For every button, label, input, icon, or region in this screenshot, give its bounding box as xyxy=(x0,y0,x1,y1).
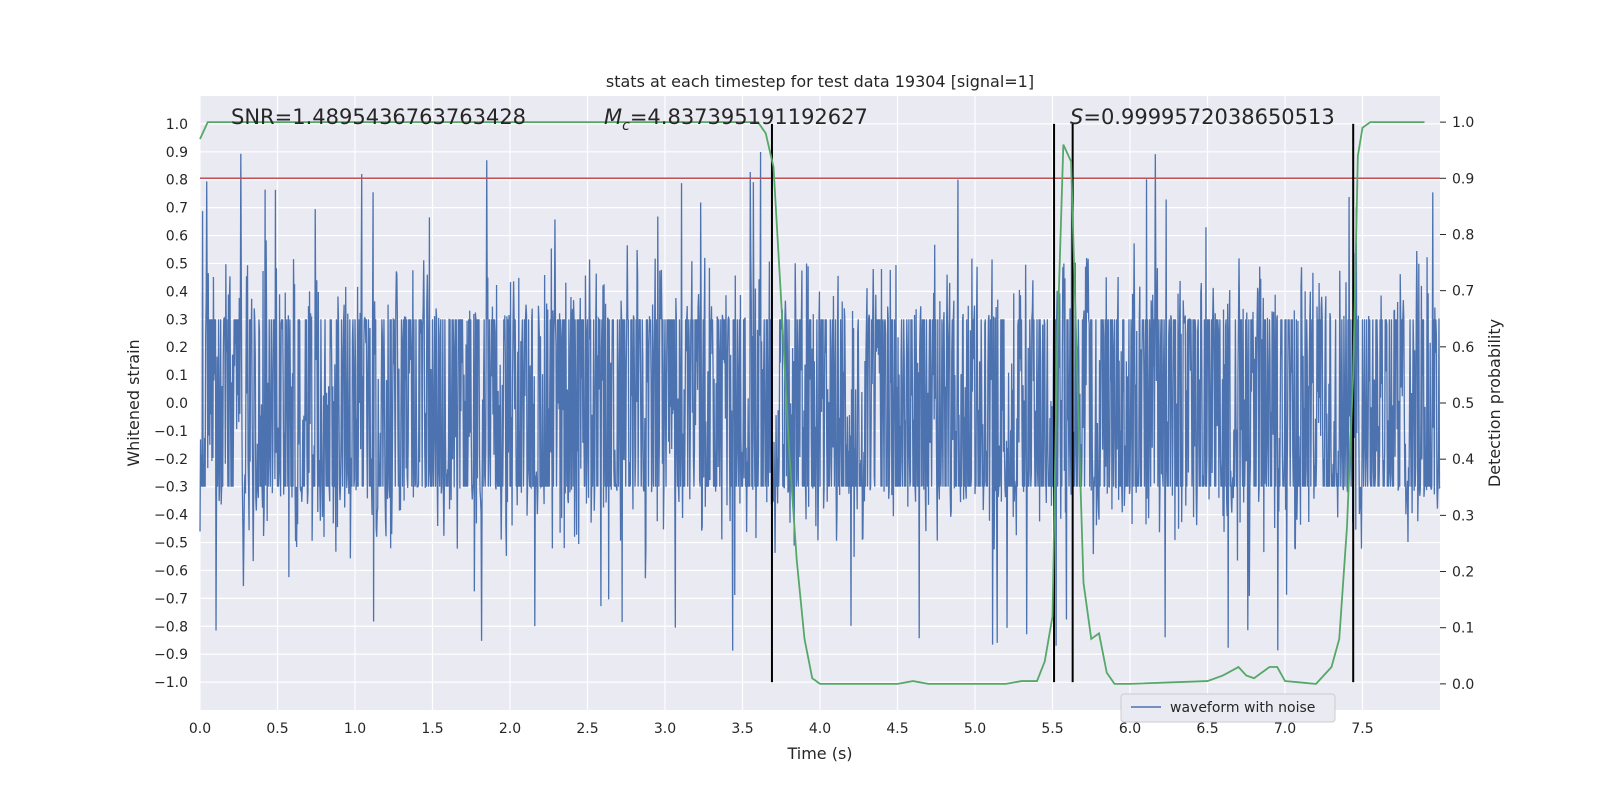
s-annotation: S=0.9999572038650513 xyxy=(1070,105,1335,129)
y-tick-label: 0.0 xyxy=(166,396,188,412)
y-tick-label: −0.4 xyxy=(154,508,188,524)
y-axis-right: 0.0 0.1 0.2 0.3 0.4 0.5 0.6 0.7 0.8 0.9 1.0 xyxy=(1440,115,1474,693)
x-tick-label: 2.5 xyxy=(576,721,598,737)
s-value: =0.9999572038650513 xyxy=(1083,105,1334,129)
x-axis: 0.0 0.5 1.0 1.5 2.0 2.5 3.0 3.5 4.0 4.5 5.0 5.5 6.0 6… xyxy=(189,721,1374,737)
x-tick-label: 0.5 xyxy=(266,721,288,737)
y-tick-label: 0.5 xyxy=(166,256,188,272)
waveform-series xyxy=(199,152,1441,651)
x-tick-label: 3.5 xyxy=(731,721,753,737)
y-tick-label: −0.3 xyxy=(154,480,188,496)
y-tick-label: −0.7 xyxy=(154,591,188,607)
x-tick-label: 5.0 xyxy=(964,721,986,737)
s-symbol: S xyxy=(1070,105,1083,129)
x-tick-label: 4.5 xyxy=(886,721,908,737)
y2-tick-label: 0.4 xyxy=(1452,452,1474,468)
legend: waveform with noise xyxy=(1120,693,1336,723)
x-tick-label: 7.0 xyxy=(1274,721,1296,737)
x-tick-label: 3.0 xyxy=(654,721,676,737)
y2-tick-label: 0.7 xyxy=(1452,284,1474,300)
x-tick-label: 7.5 xyxy=(1351,721,1373,737)
mc-subscript: c xyxy=(622,118,630,134)
x-tick-label: 5.5 xyxy=(1041,721,1063,737)
y-tick-label: −0.2 xyxy=(154,452,188,468)
x-tick-label: 6.5 xyxy=(1196,721,1218,737)
y2-axis-label: Detection probability xyxy=(1485,319,1504,487)
y-tick-label: 0.2 xyxy=(166,340,188,356)
snr-annotation: SNR=1.4895436763763428 xyxy=(231,105,526,129)
x-axis-label: Time (s) xyxy=(786,744,852,763)
y-tick-label: −1.0 xyxy=(154,675,188,691)
mc-value: =4.837395191192627 xyxy=(630,105,868,129)
x-tick-label: 6.0 xyxy=(1119,721,1141,737)
mc-symbol: M xyxy=(604,105,622,129)
y2-tick-label: 0.5 xyxy=(1452,396,1474,412)
y-tick-label: 0.4 xyxy=(166,284,188,300)
y-tick-label: 0.8 xyxy=(166,173,188,189)
y2-tick-label: 0.1 xyxy=(1452,621,1474,637)
probability-series-line xyxy=(199,121,1425,685)
y-tick-label: −0.8 xyxy=(154,619,188,635)
y2-tick-label: 0.9 xyxy=(1452,171,1474,187)
y-tick-label: 0.3 xyxy=(166,312,188,328)
y-tick-label: 0.1 xyxy=(166,368,188,384)
y-tick-label: −0.5 xyxy=(154,536,188,552)
x-tick-label: 4.0 xyxy=(809,721,831,737)
y-tick-label: −0.1 xyxy=(154,424,188,440)
y-axis-left: 1.0 0.9 0.8 0.7 0.6 0.5 0.4 0.3 0.2 0.1 0.0 −0.1 −0.… xyxy=(154,117,188,691)
y-tick-label: 1.0 xyxy=(166,117,188,133)
legend-label: waveform with noise xyxy=(1170,700,1315,716)
y-tick-label: 0.7 xyxy=(166,201,188,217)
y-tick-label: 0.9 xyxy=(166,145,188,161)
x-tick-label: 1.5 xyxy=(421,721,443,737)
y-axis-label: Whitened strain xyxy=(124,339,143,466)
x-tick-label: 0.0 xyxy=(189,721,211,737)
y2-tick-label: 0.8 xyxy=(1452,227,1474,243)
y2-tick-label: 0.3 xyxy=(1452,508,1474,524)
y-tick-label: −0.9 xyxy=(154,647,188,663)
waveform-path xyxy=(199,152,1441,651)
mc-annotation: Mc=4.837395191192627 xyxy=(604,105,868,134)
x-tick-label: 1.0 xyxy=(344,721,366,737)
vertical-markers xyxy=(770,123,1355,683)
y2-tick-label: 0.0 xyxy=(1452,677,1474,693)
x-tick-label: 2.0 xyxy=(499,721,521,737)
y2-tick-label: 0.6 xyxy=(1452,340,1474,356)
y2-tick-label: 0.2 xyxy=(1452,565,1474,581)
y2-tick-label: 1.0 xyxy=(1452,115,1474,131)
y-tick-label: 0.6 xyxy=(166,229,188,245)
y-tick-label: −0.6 xyxy=(154,563,188,579)
chart-title: stats at each timestep for test data 193… xyxy=(606,72,1034,91)
legend-box xyxy=(1120,693,1336,723)
